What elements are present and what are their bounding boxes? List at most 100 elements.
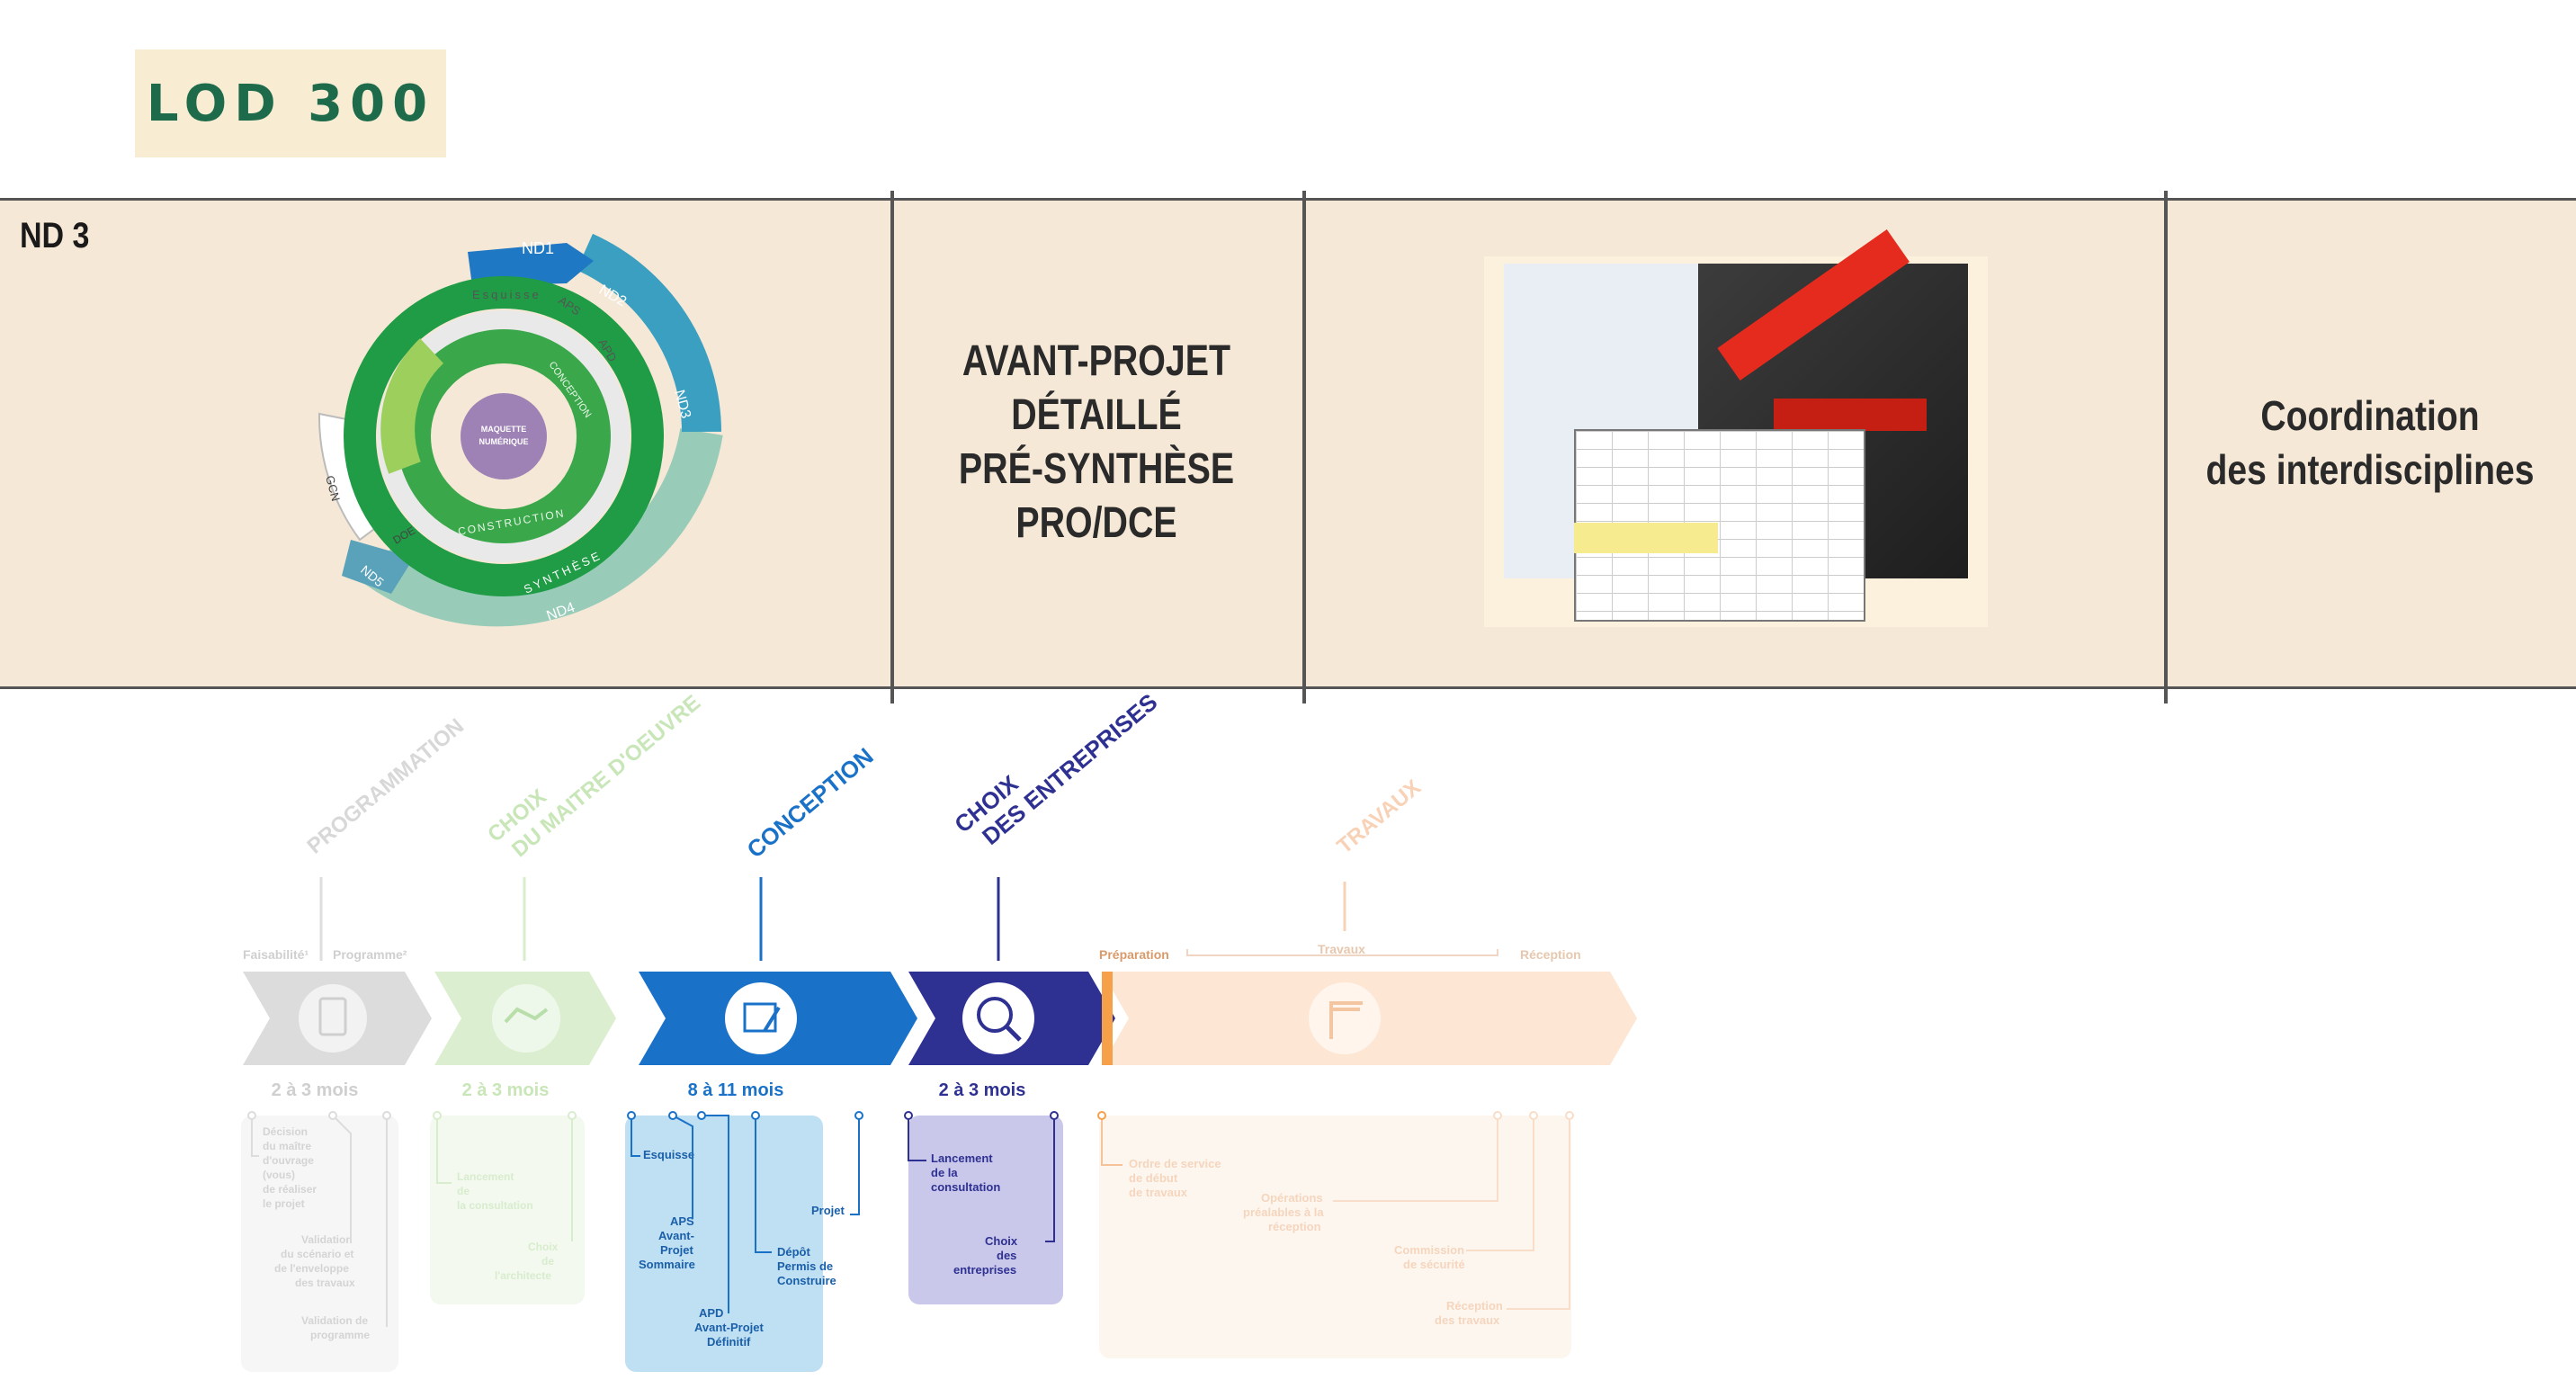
sub-label-travaux: Travaux	[1318, 942, 1365, 956]
dot	[1097, 1111, 1106, 1120]
pencil-icon	[763, 1006, 781, 1033]
leader	[251, 1116, 259, 1157]
prog-item-2-l3: de l'enveloppe	[274, 1262, 349, 1275]
dot	[328, 1111, 337, 1120]
dot	[247, 1111, 256, 1120]
ent-item-2-l3: entreprises	[953, 1263, 1016, 1277]
conception-item-apd-l2: Avant-Projet	[694, 1321, 764, 1334]
dot	[904, 1111, 913, 1120]
sub-label-faisabilite: Faisabilité¹	[243, 947, 309, 962]
dot	[697, 1111, 706, 1120]
dot	[1529, 1111, 1538, 1120]
leader	[908, 1116, 926, 1161]
trav-item-3-l1: Commission	[1394, 1243, 1464, 1257]
box-programmation	[241, 1116, 398, 1372]
sub-label-programme: Programme²	[333, 947, 407, 962]
trav-item-1-l1: Ordre de service	[1129, 1157, 1221, 1170]
conception-item-depot-l1: Dépôt	[777, 1245, 811, 1259]
moe-item-2-l2: de	[541, 1255, 554, 1268]
lod-badge-label: LOD 300	[146, 74, 435, 133]
duration-choix-entreprises: 2 à 3 mois	[939, 1080, 1026, 1100]
magnifier-icon	[962, 982, 1034, 1054]
leader	[850, 1116, 860, 1215]
duration-choix-moe: 2 à 3 mois	[462, 1080, 550, 1100]
conception-items: Esquisse APS Avant- Projet Sommaire APD …	[639, 1148, 845, 1349]
travaux-edge	[1102, 972, 1113, 1065]
crane-icon	[1309, 982, 1381, 1054]
choix-moe-line-2: DU MAITRE D'OEUVRE	[507, 693, 705, 862]
column-divider	[2164, 191, 2168, 703]
clipboard-icon-shape	[318, 997, 347, 1036]
conception-item-apd-l3: Définitif	[707, 1335, 751, 1349]
dot	[1050, 1111, 1059, 1120]
moe-item-1-l1: Lancement	[457, 1170, 514, 1183]
phase-line-4: PRO/DCE	[1015, 499, 1177, 547]
conception-ring	[344, 276, 664, 596]
choix-moe-items: Lancement de la consultation Choix de l'…	[457, 1170, 559, 1282]
prog-item-3-l2: programme	[310, 1329, 370, 1341]
dot	[568, 1111, 577, 1120]
nd-level-label: ND 3	[20, 216, 90, 255]
software-screenshot	[1484, 229, 1988, 627]
box-travaux	[1099, 1116, 1571, 1358]
column-divider	[890, 191, 894, 703]
conception-item-aps-l3: Projet	[660, 1243, 694, 1257]
selected-row	[1574, 523, 1718, 553]
bim-cycle-diagram: MAQUETTE NUMÉRIQUE ND1 ND2 ND3 ND4 ND5 E…	[318, 233, 723, 627]
trav-item-2-l1: Opérations	[1261, 1191, 1323, 1205]
center-label-2: NUMÉRIQUE	[479, 437, 528, 446]
nd1-arrow	[468, 243, 594, 286]
prog-item-1-l5: de réaliser	[263, 1183, 317, 1196]
center-label-1: MAQUETTE	[481, 425, 527, 434]
ent-item-1-l1: Lancement	[931, 1151, 993, 1165]
coordination-description: Coordination des interdisciplines	[2198, 389, 2543, 497]
dot	[751, 1111, 760, 1120]
travaux-items: Ordre de service de début de travaux Opé…	[1129, 1157, 1503, 1327]
duration-programmation: 2 à 3 mois	[272, 1080, 359, 1100]
programmation-items: Décision du maître d'ouvrage (vous) de r…	[263, 1125, 370, 1341]
conception-item-depot-l2: Permis de	[777, 1259, 833, 1273]
leader-dots	[247, 1111, 1574, 1120]
ent-item-1-l2: de la	[931, 1166, 958, 1179]
prog-item-2-l2: du scénario et	[281, 1248, 353, 1260]
dot	[854, 1111, 863, 1120]
leader	[1333, 1116, 1498, 1202]
trav-item-2-l2: préalables à la	[1243, 1205, 1324, 1219]
clash-element	[1774, 399, 1927, 431]
conception-item-apd-l1: APD	[699, 1306, 723, 1320]
prog-item-1-l6: le projet	[263, 1197, 305, 1210]
phase-title-choix-entreprises: CHOIX DES ENTREPRISES	[949, 693, 1162, 850]
dot	[382, 1111, 391, 1120]
prog-item-2-l1: Validation	[301, 1233, 353, 1246]
leader	[1507, 1116, 1570, 1310]
leader	[436, 1116, 452, 1184]
prog-item-1-l3: d'ouvrage	[263, 1154, 314, 1167]
nd4-arc	[365, 427, 723, 627]
conception-item-aps-l2: Avant-	[658, 1229, 694, 1242]
moe-item-1-l3: la consultation	[457, 1199, 533, 1212]
travaux-bracket	[1186, 949, 1498, 956]
dot	[668, 1111, 677, 1120]
duration-conception: 8 à 11 mois	[688, 1080, 784, 1100]
dot	[1493, 1111, 1502, 1120]
trav-item-2-l3: réception	[1268, 1220, 1321, 1233]
moe-item-2-l1: Choix	[528, 1241, 559, 1253]
leader	[1101, 1116, 1123, 1166]
prog-item-1-l1: Décision	[263, 1125, 308, 1138]
leader	[702, 1115, 729, 1313]
leader	[1045, 1116, 1055, 1242]
crane-icon-shape	[1329, 1001, 1363, 1039]
phase-description: AVANT-PROJET DÉTAILLÉ PRÉ-SYNTHÈSE PRO/D…	[931, 335, 1263, 551]
leader	[631, 1116, 640, 1157]
prog-item-3-l1: Validation de	[301, 1314, 368, 1327]
leader-lines	[251, 1115, 1570, 1327]
prog-item-1-l4: (vous)	[263, 1169, 295, 1181]
leader	[755, 1116, 772, 1253]
lod-badge: LOD 300	[135, 49, 446, 157]
ent-item-2-l2: des	[997, 1249, 1016, 1262]
trav-item-1-l3: de travaux	[1129, 1186, 1188, 1199]
ent-item-2-l1: Choix	[985, 1234, 1018, 1248]
center-circle	[461, 393, 547, 479]
handshake-icon	[492, 984, 560, 1053]
conception-item-projet: Projet	[811, 1204, 845, 1217]
